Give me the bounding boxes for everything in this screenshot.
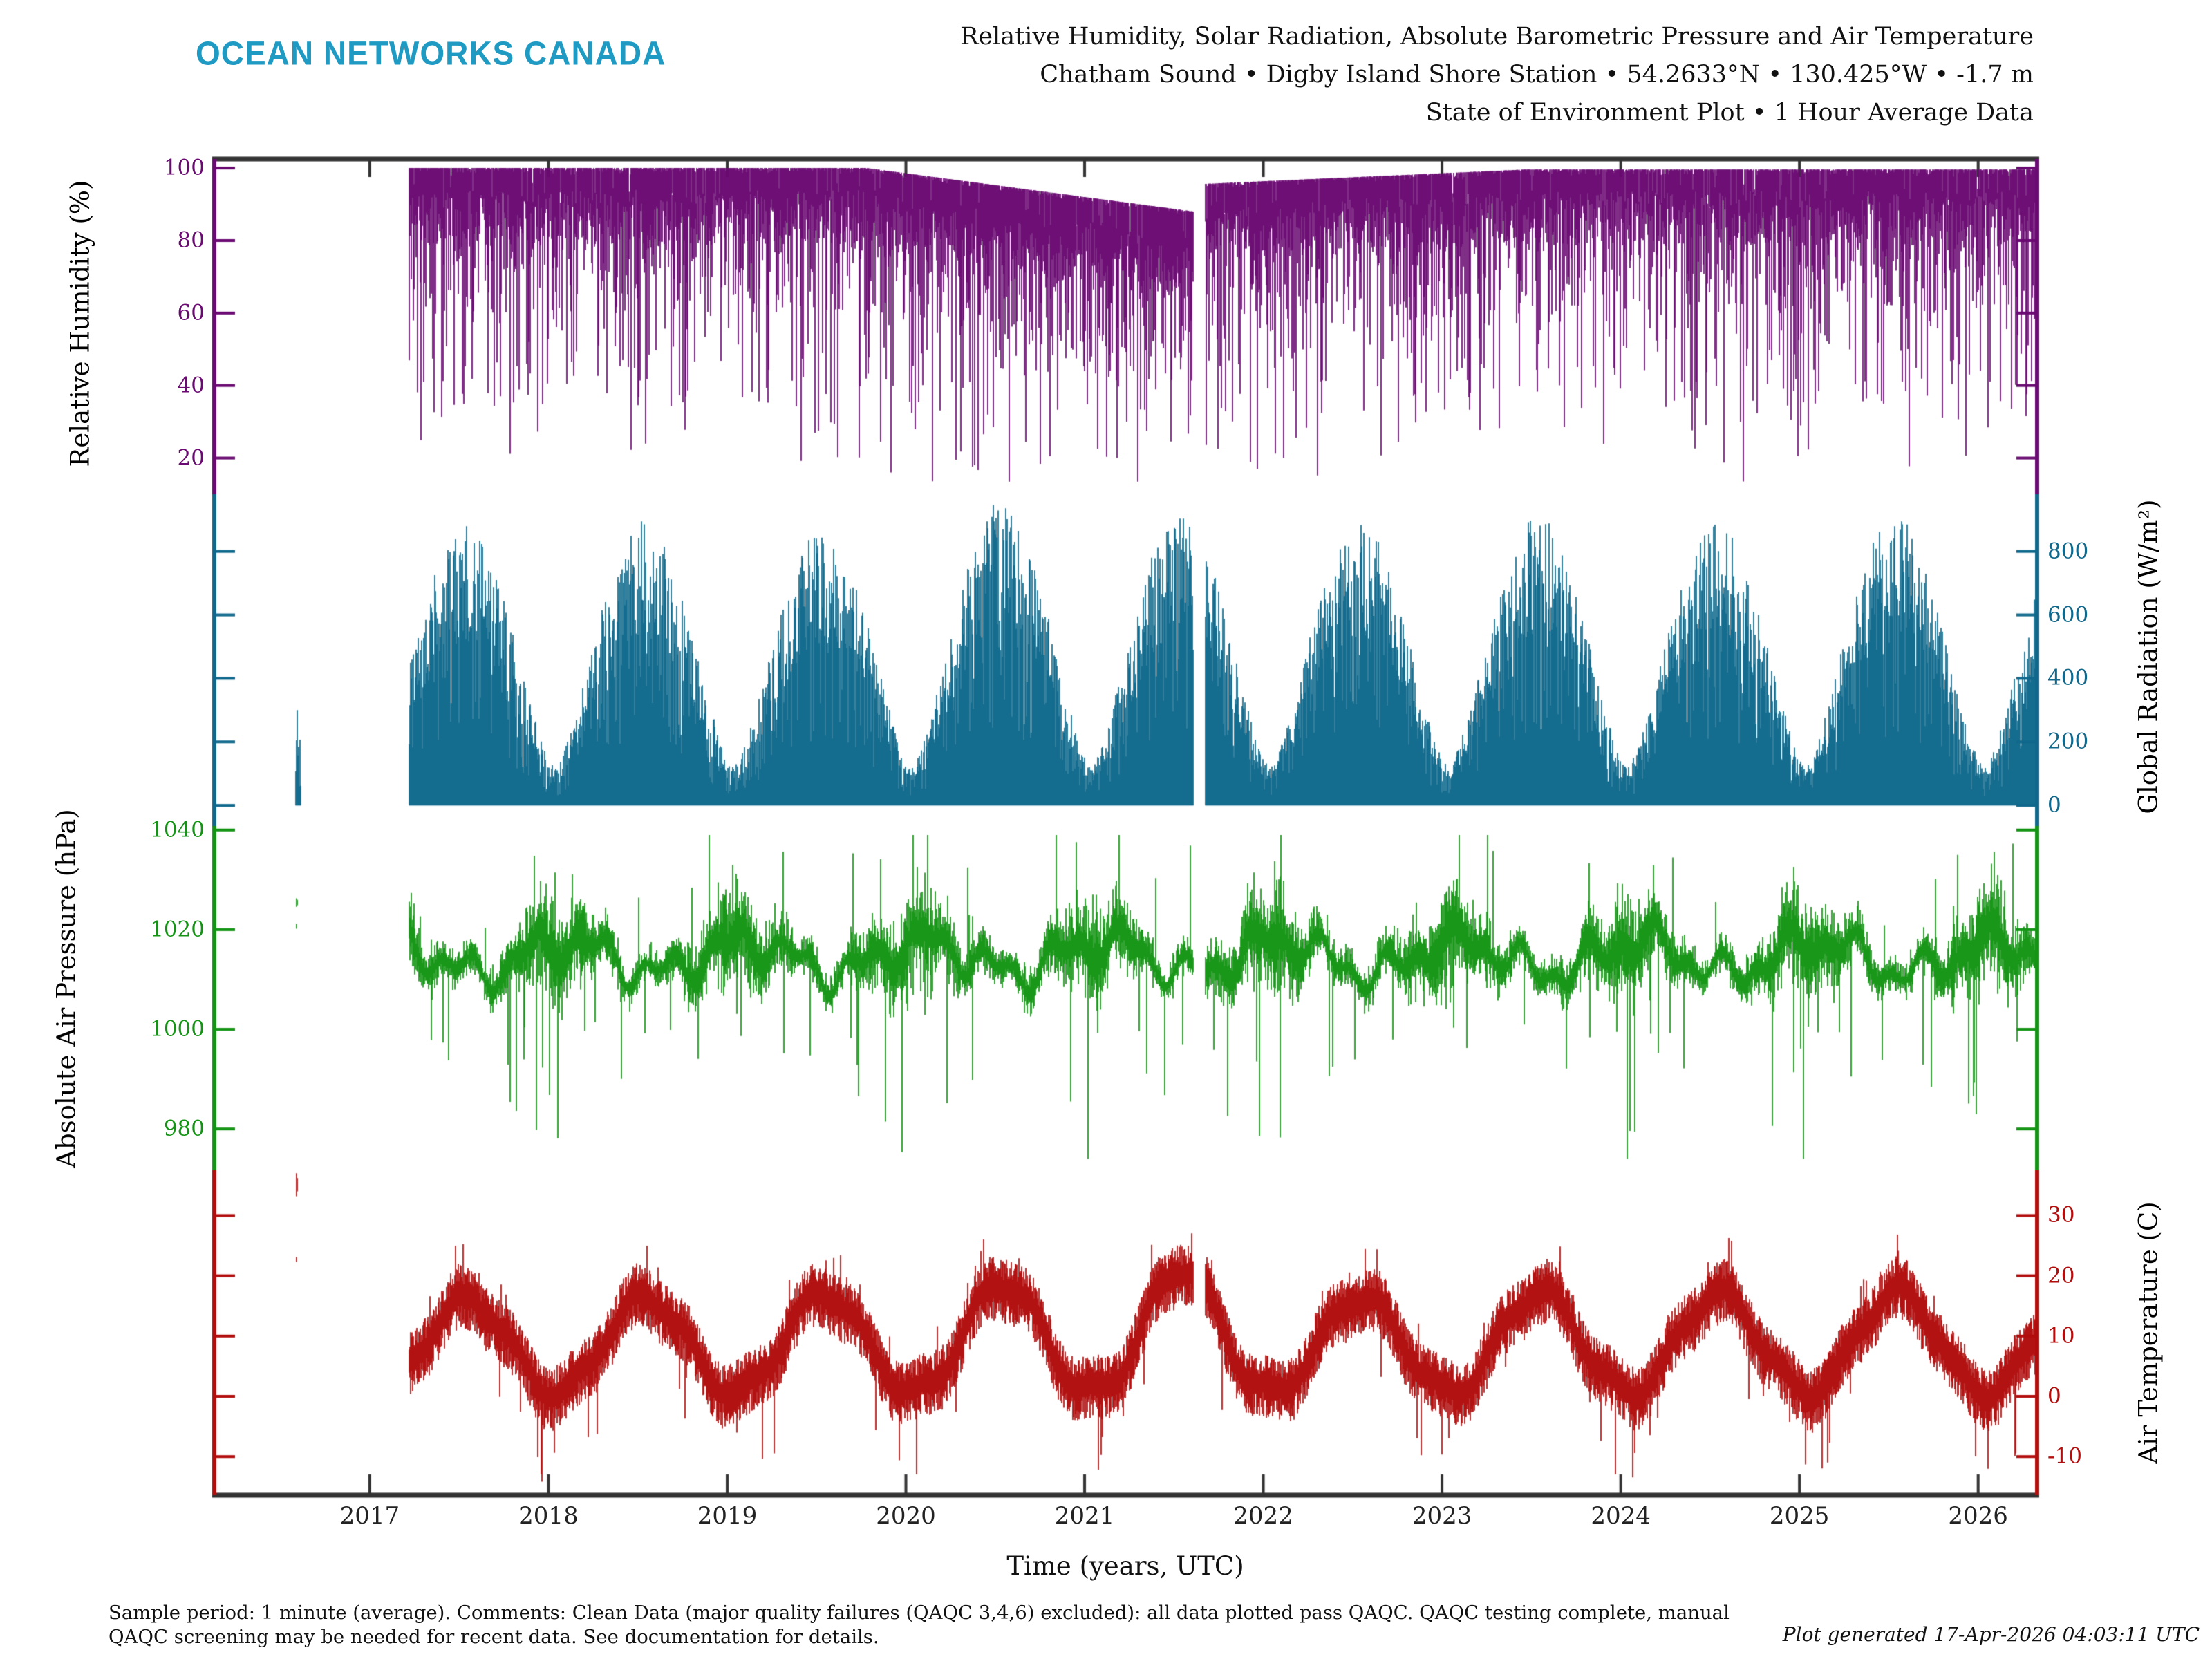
xtick-year: 2019 (697, 1502, 758, 1530)
ytick-relative_humidity: 80 (177, 227, 205, 253)
xtick-year: 2023 (1412, 1502, 1472, 1530)
xtick-year: 2022 (1233, 1502, 1293, 1530)
y-axis-title-global-radiation: Global Radiation (W/m²) (2133, 499, 2164, 814)
y-axis-title-relative-humidity: Relative Humidity (%) (65, 180, 95, 467)
xtick-year: 2018 (518, 1502, 579, 1530)
ytick-relative_humidity: 60 (177, 300, 205, 326)
ytick-global_radiation: 800 (2047, 538, 2089, 564)
ytick-air_temperature: 30 (2047, 1202, 2075, 1228)
plot-title-line-1: Relative Humidity, Solar Radiation, Abso… (959, 23, 2034, 50)
ytick-absolute_air_pressure: 1040 (150, 817, 205, 843)
ytick-relative_humidity: 100 (163, 155, 205, 180)
xtick-year: 2020 (876, 1502, 936, 1530)
ytick-air_temperature: 10 (2047, 1323, 2075, 1349)
ytick-global_radiation: 400 (2047, 665, 2089, 691)
plot-title: Relative Humidity, Solar Radiation, Abso… (960, 18, 2034, 132)
xtick-year: 2017 (339, 1502, 400, 1530)
plot-title-line-2: Chatham Sound • Digby Island Shore Stati… (1040, 61, 2034, 88)
xtick-year: 2026 (1948, 1502, 2008, 1530)
plot-title-line-3: State of Environment Plot • 1 Hour Avera… (1425, 99, 2034, 126)
xtick-year: 2021 (1054, 1502, 1115, 1530)
xtick-year: 2025 (1769, 1502, 1830, 1530)
y-axis-title-air-temperature: Air Temperature (C) (2133, 1201, 2164, 1464)
ytick-relative_humidity: 40 (177, 373, 205, 398)
ytick-air_temperature: 20 (2047, 1263, 2075, 1288)
footer-comments-line-1: Sample period: 1 minute (average). Comme… (109, 1602, 1730, 1624)
ytick-global_radiation: 200 (2047, 729, 2089, 754)
ytick-absolute_air_pressure: 980 (163, 1116, 205, 1141)
ytick-global_radiation: 600 (2047, 602, 2089, 628)
ytick-absolute_air_pressure: 1020 (150, 917, 205, 942)
ytick-air_temperature: 0 (2047, 1383, 2061, 1409)
y-axis-title-air-pressure: Absolute Air Pressure (hPa) (51, 809, 82, 1168)
x-axis-title: Time (years, UTC) (1006, 1551, 1244, 1581)
onc-logo: OCEAN NETWORKS CANADA (196, 34, 666, 73)
ytick-relative_humidity: 20 (177, 445, 205, 471)
ytick-air_temperature: -10 (2047, 1443, 2082, 1469)
ytick-global_radiation: 0 (2047, 792, 2061, 818)
footer-comments: Sample period: 1 minute (average). Comme… (109, 1601, 1730, 1649)
ytick-absolute_air_pressure: 1000 (150, 1016, 205, 1042)
xtick-year: 2024 (1591, 1502, 1651, 1530)
footer-generated-timestamp: Plot generated 17-Apr-2026 04:03:11 UTC (1782, 1623, 2200, 1646)
footer-comments-line-2: QAQC screening may be needed for recent … (109, 1626, 879, 1648)
